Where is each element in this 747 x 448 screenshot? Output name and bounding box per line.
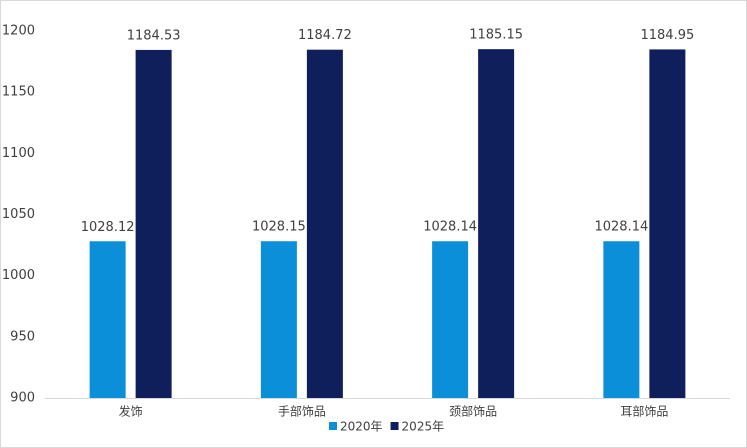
y-tick-label: 900 — [10, 391, 35, 406]
x-tick-label: 耳部饰品 — [620, 404, 668, 419]
x-tick-label: 发饰 — [119, 404, 143, 419]
data-label: 1184.95 — [640, 28, 694, 43]
legend-label: 2020年 — [340, 420, 383, 434]
data-label: 1184.72 — [298, 28, 352, 43]
y-tick-label: 1200 — [2, 24, 35, 39]
bar — [649, 49, 686, 399]
data-label: 1028.14 — [594, 220, 648, 235]
y-tick-label: 1000 — [2, 268, 35, 283]
bar — [89, 241, 126, 398]
y-tick-label: 1150 — [2, 85, 35, 100]
data-label: 1184.53 — [127, 28, 181, 43]
data-label: 1028.14 — [423, 220, 477, 235]
y-tick-label: 950 — [10, 329, 35, 344]
bar — [306, 49, 343, 398]
data-label: 1185.15 — [469, 28, 523, 43]
legend-label: 2025年 — [402, 420, 445, 434]
bar — [478, 49, 515, 398]
bar — [260, 241, 297, 398]
legend-swatch — [329, 422, 337, 430]
x-tick-label: 颈部饰品 — [449, 404, 497, 419]
legend-swatch — [390, 422, 399, 430]
data-label: 1028.12 — [81, 220, 135, 235]
y-tick-label: 1050 — [2, 207, 35, 222]
y-tick-label: 1100 — [2, 146, 35, 161]
bar — [603, 241, 640, 398]
bar — [135, 49, 172, 399]
data-label: 1028.15 — [252, 220, 306, 235]
x-tick-label: 手部饰品 — [278, 404, 326, 419]
bar — [432, 241, 469, 398]
